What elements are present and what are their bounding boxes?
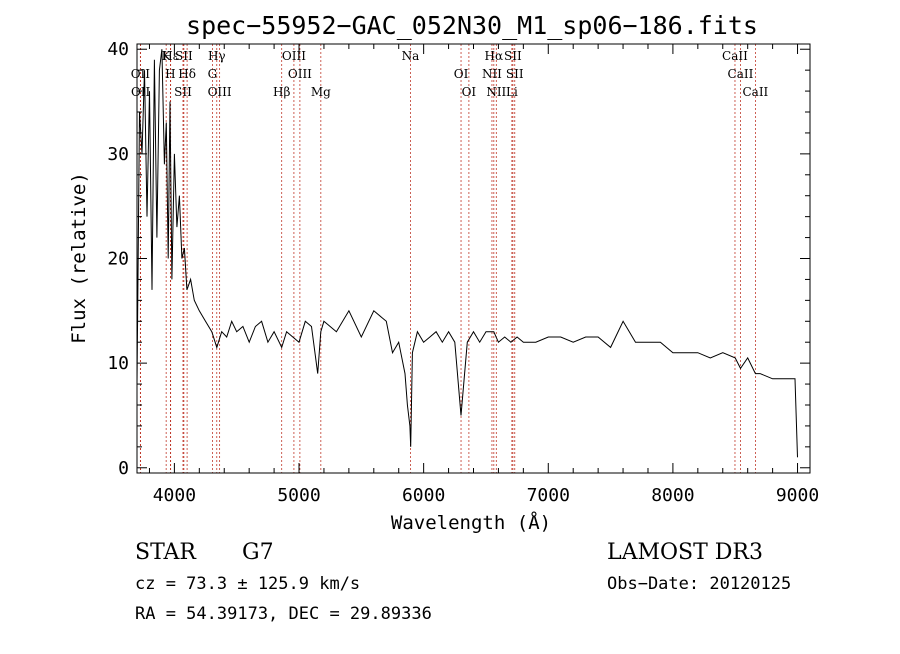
spectral-line-label: OII (131, 67, 151, 81)
spectral-line-label: SII (504, 49, 522, 63)
chart-title: spec−55952−GAC_052N30_M1_sp06−186.fits (186, 11, 758, 40)
spectral-line-label: SII (175, 49, 193, 63)
spectral-line-label: H (165, 67, 175, 81)
spectral-line-label: SII (506, 67, 524, 81)
y-tick-label: 20 (107, 249, 129, 270)
x-tick-label: 8000 (651, 485, 694, 506)
spectral-line-label: Hα (485, 49, 504, 63)
x-axis: 4000 5000 6000 7000 8000 9000 (148, 44, 819, 506)
coordinates: RA = 54.39173, DEC = 29.89336 (135, 604, 432, 624)
spectral-line-label: Hδ (178, 67, 196, 81)
spectral-line-label: K (162, 49, 172, 63)
spectral-line-label: OIII (208, 85, 232, 99)
spectral-line-label: SII (174, 85, 192, 99)
x-tick-label: 4000 (153, 485, 196, 506)
spectral-line-label: Hβ (273, 85, 290, 99)
spectral-line-label: OIII (288, 67, 312, 81)
y-tick-label: 10 (107, 353, 129, 374)
spectral-line-label: OI (454, 67, 469, 81)
spectral-line-labels: HεOIIOIIKHSIISIIHδOIIIHγGHβOIIIOIIIMgNaO… (131, 49, 769, 99)
spectral-line-label: OIII (282, 49, 306, 63)
observation-date: Obs−Date: 20120125 (607, 574, 791, 594)
plot-frame (136, 43, 811, 474)
y-axis: 0 10 20 30 40 (107, 39, 810, 479)
spectral-line-label: Na (402, 49, 420, 63)
flux-series-line (136, 49, 798, 458)
x-tick-label: 7000 (527, 485, 570, 506)
redshift-velocity: cz = 73.3 ± 125.9 km/s (135, 574, 360, 594)
x-axis-label: Wavelength (Å) (391, 511, 551, 534)
spectral-line-label: CaII (728, 67, 754, 81)
y-tick-label: 30 (107, 144, 129, 165)
object-subclass: G7 (242, 540, 274, 565)
spectral-line-label: NII (486, 85, 506, 99)
spectral-line-label: Li (506, 85, 518, 99)
spectral-line-markers (139, 44, 756, 473)
object-class: STAR (135, 540, 197, 565)
spectral-line-label: Hγ (208, 49, 226, 63)
x-tick-label: 5000 (277, 485, 320, 506)
y-tick-label: 0 (118, 458, 129, 479)
spectral-line-label: NII (482, 67, 502, 81)
spectral-line-label: Mg (311, 85, 331, 99)
y-tick-label: 40 (107, 39, 129, 60)
spectral-line-label: OI (462, 85, 477, 99)
spectral-line-label: OII (131, 85, 151, 99)
spectral-line-label: CaII (722, 49, 748, 63)
y-axis-label: Flux (relative) (68, 172, 90, 344)
spectral-line-label: G (208, 67, 218, 81)
x-tick-label: 9000 (776, 485, 819, 506)
survey-name: LAMOST DR3 (607, 540, 763, 565)
spectral-line-label: CaII (742, 85, 768, 99)
x-tick-label: 6000 (402, 485, 445, 506)
